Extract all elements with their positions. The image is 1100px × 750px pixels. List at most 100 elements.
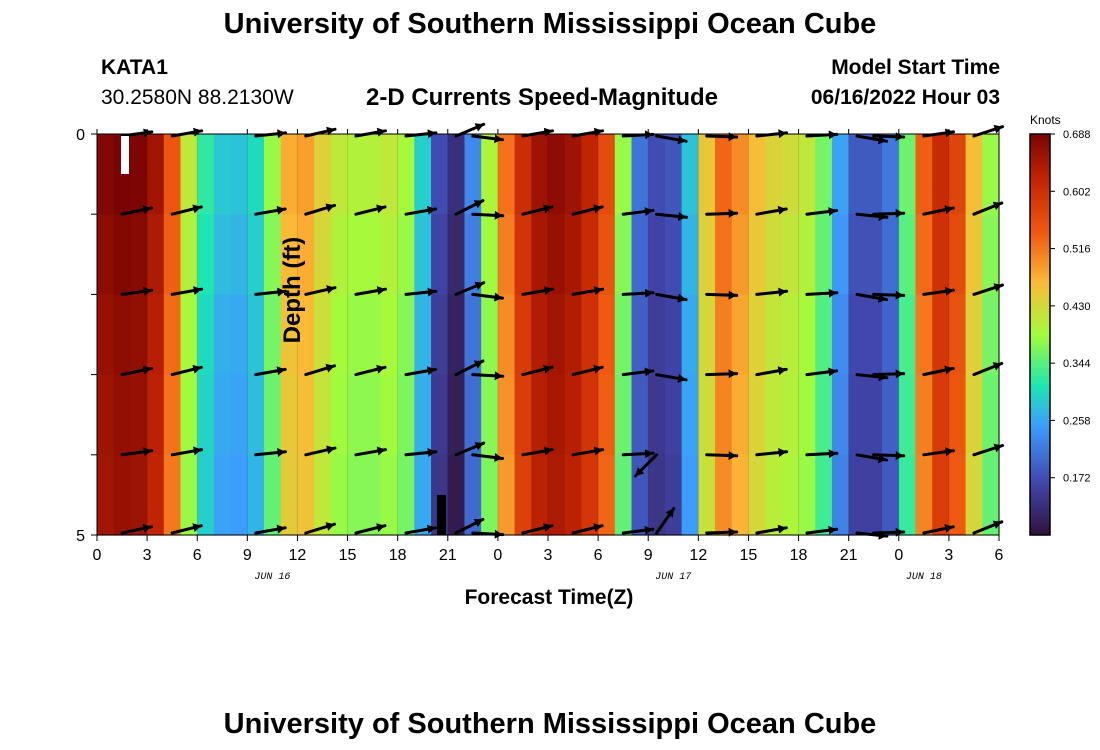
- heatmap-cell: [598, 454, 616, 536]
- current-vector: [872, 451, 906, 461]
- heatmap-cell: [882, 294, 900, 376]
- heatmap-cell: [765, 374, 783, 456]
- current-vector: [170, 523, 203, 535]
- heatmap-cell: [948, 214, 967, 295]
- current-vector: [972, 283, 1004, 296]
- heatmap-cell: [347, 294, 365, 376]
- heatmap-cell: [97, 294, 115, 376]
- x-tick-label: 9: [644, 547, 653, 564]
- heatmap-cell: [715, 374, 733, 456]
- current-vector: [705, 451, 739, 461]
- heatmap-cell: [464, 454, 482, 536]
- heatmap-cell: [965, 294, 983, 376]
- current-vector: [170, 204, 203, 216]
- current-vector: [621, 367, 655, 377]
- current-vector: [655, 212, 688, 221]
- heatmap-cell: [247, 294, 265, 376]
- heatmap-cell: [514, 294, 532, 376]
- x-tick-label: 0: [894, 547, 903, 564]
- current-vector: [454, 441, 486, 457]
- heatmap-cell: [213, 454, 232, 536]
- heatmap-cell: [130, 374, 148, 456]
- current-vector: [655, 373, 688, 383]
- heatmap-cell: [447, 134, 466, 215]
- heatmap-cell: [264, 374, 282, 456]
- heatmap-cell: [614, 214, 633, 295]
- heatmap-cell: [681, 294, 699, 376]
- heatmap-cell: [364, 214, 382, 295]
- current-vector: [120, 205, 153, 216]
- heatmap-cell: [264, 294, 282, 376]
- heatmap-cell: [514, 214, 532, 295]
- x-tick-label: 0: [493, 547, 502, 564]
- heatmap-cell: [965, 454, 983, 536]
- current-vector: [922, 447, 955, 457]
- colorbar-unit: Knots: [1030, 113, 1061, 127]
- heatmap-cell: [97, 214, 115, 295]
- heatmap-cell: [648, 294, 666, 376]
- heatmap-cell: [497, 454, 516, 536]
- heatmap-cell: [163, 214, 182, 295]
- heatmap-cell: [113, 374, 131, 456]
- colorbar-tick-label: 0.516: [1063, 244, 1091, 256]
- heatmap-cell: [932, 134, 950, 215]
- heatmap-cell: [514, 374, 532, 456]
- current-vector: [705, 290, 739, 300]
- heatmap-cell: [397, 134, 415, 215]
- current-vector: [404, 524, 438, 535]
- heatmap-cell: [598, 374, 616, 456]
- heatmap-cell: [147, 374, 165, 456]
- heatmap-cell: [664, 134, 683, 215]
- heatmap-cell: [330, 214, 349, 295]
- heatmap-cell: [698, 454, 716, 536]
- heatmap-cell: [130, 214, 148, 295]
- heatmap-cell: [380, 374, 399, 456]
- heatmap-cell: [330, 134, 349, 215]
- heatmap-cell: [664, 374, 683, 456]
- current-vector: [755, 524, 788, 535]
- heatmap-cell: [798, 294, 816, 376]
- current-vector: [972, 520, 1004, 535]
- current-vector: [872, 290, 906, 300]
- heatmap-cell: [715, 454, 733, 536]
- heatmap-cell: [648, 374, 666, 456]
- heatmap-cell: [380, 294, 399, 376]
- current-vector: [521, 286, 554, 296]
- station-id: KATA1: [101, 56, 168, 79]
- current-vector: [621, 449, 655, 459]
- current-vector: [454, 517, 485, 535]
- heatmap-cell: [548, 374, 566, 456]
- x-tick-label: 3: [944, 547, 953, 564]
- heatmap-cell: [831, 134, 850, 215]
- heatmap-cell: [347, 454, 365, 536]
- current-vector: [705, 132, 739, 142]
- date-label: JUN 18: [906, 572, 942, 583]
- current-vector: [805, 288, 839, 298]
- heatmap-cell: [715, 214, 733, 295]
- heatmap-cell: [698, 374, 716, 456]
- heatmap-cell: [414, 294, 432, 376]
- heatmap-cell: [347, 374, 365, 456]
- heatmap-cell: [264, 214, 282, 295]
- current-vector: [655, 506, 676, 535]
- heatmap-cell: [230, 134, 248, 215]
- heatmap-cell: [130, 454, 148, 536]
- heatmap-cell: [414, 454, 432, 536]
- heatmap-cell: [932, 374, 950, 456]
- heatmap-cell: [347, 214, 365, 295]
- x-tick-label: 18: [790, 547, 808, 564]
- current-vector: [805, 130, 839, 140]
- heatmap-cell: [297, 454, 315, 536]
- current-vector: [872, 132, 906, 142]
- heatmap-cell: [97, 454, 115, 536]
- heatmap-cell: [581, 294, 599, 376]
- current-vector: [705, 208, 739, 218]
- heatmap-cell: [497, 214, 516, 295]
- current-vector: [872, 369, 906, 379]
- current-vector: [655, 292, 688, 303]
- heatmap-cell: [497, 294, 516, 376]
- current-vector: [304, 363, 336, 377]
- heatmap-cell: [130, 294, 148, 376]
- heatmap-cell: [180, 454, 198, 536]
- heatmap-cell: [898, 374, 917, 456]
